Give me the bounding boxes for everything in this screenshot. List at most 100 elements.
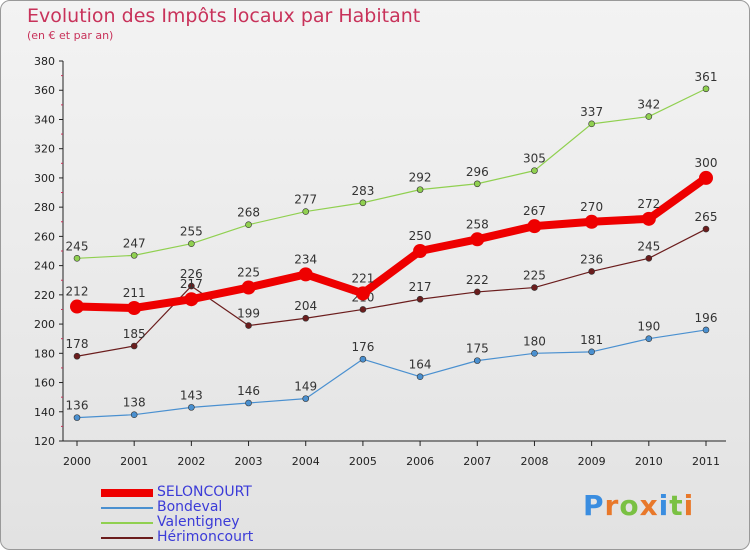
x-tick-label: 2005 xyxy=(349,455,377,468)
data-point xyxy=(531,284,538,291)
data-label: 225 xyxy=(237,266,260,280)
data-point xyxy=(416,295,424,303)
logo-letter: P xyxy=(583,489,605,522)
x-tick-label: 2003 xyxy=(235,455,263,468)
data-point xyxy=(645,255,653,262)
data-label: 204 xyxy=(294,299,317,313)
y-tick-label: 340 xyxy=(34,113,55,126)
data-point xyxy=(416,373,424,380)
data-label: 221 xyxy=(351,271,374,285)
y-tick-label: 180 xyxy=(34,347,55,360)
data-point xyxy=(702,326,710,334)
data-point xyxy=(73,255,81,262)
data-point xyxy=(588,348,595,356)
data-point xyxy=(702,225,710,233)
legend-swatch xyxy=(101,537,153,539)
logo-letter: t xyxy=(669,489,684,522)
data-label: 196 xyxy=(695,311,718,325)
y-tick-label: 140 xyxy=(34,406,55,419)
data-point xyxy=(416,186,424,193)
data-label: 268 xyxy=(237,206,260,220)
y-tick-label: 160 xyxy=(34,377,55,390)
y-tick-label: 260 xyxy=(34,230,55,243)
series-line-hérimoncourt xyxy=(76,228,707,357)
data-label: 199 xyxy=(237,307,260,321)
data-label: 175 xyxy=(466,342,489,356)
y-tick-label: 240 xyxy=(34,260,55,273)
data-point xyxy=(531,350,538,357)
legend-label: SELONCOURT xyxy=(157,484,252,500)
legend-label: Bondeval xyxy=(157,499,223,515)
data-label: 272 xyxy=(637,197,660,211)
x-tick-label: 2001 xyxy=(120,455,148,468)
data-label: 265 xyxy=(695,210,718,224)
x-tick-label: 2004 xyxy=(292,455,320,468)
data-label: 245 xyxy=(66,239,89,253)
x-tick-label: 2007 xyxy=(463,455,491,468)
legend-swatch xyxy=(101,489,153,497)
data-label: 136 xyxy=(66,399,89,413)
logo-letter: i xyxy=(683,489,695,522)
data-point xyxy=(245,399,252,407)
data-label: 267 xyxy=(523,204,546,218)
data-point xyxy=(588,268,595,275)
data-point xyxy=(527,219,542,234)
logo-letter: i xyxy=(658,489,670,522)
data-point xyxy=(699,170,713,185)
legend-swatch xyxy=(101,522,153,524)
data-point xyxy=(70,299,84,314)
y-tick-label: 120 xyxy=(34,435,55,448)
data-point xyxy=(355,286,370,301)
data-point xyxy=(645,335,653,342)
y-tick-label: 280 xyxy=(34,201,55,214)
data-point xyxy=(298,267,313,282)
data-point xyxy=(473,180,481,188)
data-point xyxy=(359,306,367,313)
series-line-valentigney xyxy=(76,88,707,259)
data-label: 217 xyxy=(409,280,432,294)
data-point xyxy=(130,411,138,418)
y-tick-label: 360 xyxy=(34,84,55,97)
proxiti-logo: Proxiti xyxy=(583,489,694,522)
legend-label: Hérimoncourt xyxy=(157,529,254,545)
x-tick-label: 2010 xyxy=(635,455,663,468)
page-subtitle: (en € et par an) xyxy=(27,29,114,42)
data-label: 245 xyxy=(637,239,660,253)
data-label: 164 xyxy=(409,358,432,372)
data-point xyxy=(241,280,256,295)
data-label: 190 xyxy=(637,320,660,334)
data-point xyxy=(73,352,81,360)
logo-letter: x xyxy=(639,489,659,522)
data-label: 337 xyxy=(580,105,603,119)
data-point xyxy=(473,357,481,364)
y-tick-label: 200 xyxy=(34,318,55,331)
data-point xyxy=(702,85,710,93)
data-label: 180 xyxy=(523,334,546,348)
data-label: 234 xyxy=(294,252,317,266)
data-point xyxy=(588,120,595,128)
data-label: 250 xyxy=(409,229,432,243)
data-point xyxy=(531,167,538,174)
logo-letter: r xyxy=(604,489,620,522)
data-label: 143 xyxy=(180,388,203,402)
data-label: 149 xyxy=(294,380,317,394)
data-label: 283 xyxy=(351,184,374,198)
data-label: 277 xyxy=(294,193,317,207)
x-tick-label: 2000 xyxy=(63,455,91,468)
data-label: 247 xyxy=(123,236,146,250)
data-label: 236 xyxy=(580,252,603,266)
legend-swatch xyxy=(101,507,153,509)
data-point xyxy=(245,221,252,228)
data-point xyxy=(188,404,195,411)
x-tick-label: 2006 xyxy=(406,455,434,468)
data-point xyxy=(73,414,81,421)
data-label: 176 xyxy=(351,340,374,354)
data-label: 361 xyxy=(695,70,718,84)
series-line-bondeval xyxy=(76,329,707,419)
data-point xyxy=(641,211,656,226)
data-label: 342 xyxy=(637,98,660,112)
data-label: 296 xyxy=(466,165,489,179)
data-point xyxy=(245,322,252,329)
data-point xyxy=(130,252,138,259)
data-point xyxy=(470,232,485,247)
